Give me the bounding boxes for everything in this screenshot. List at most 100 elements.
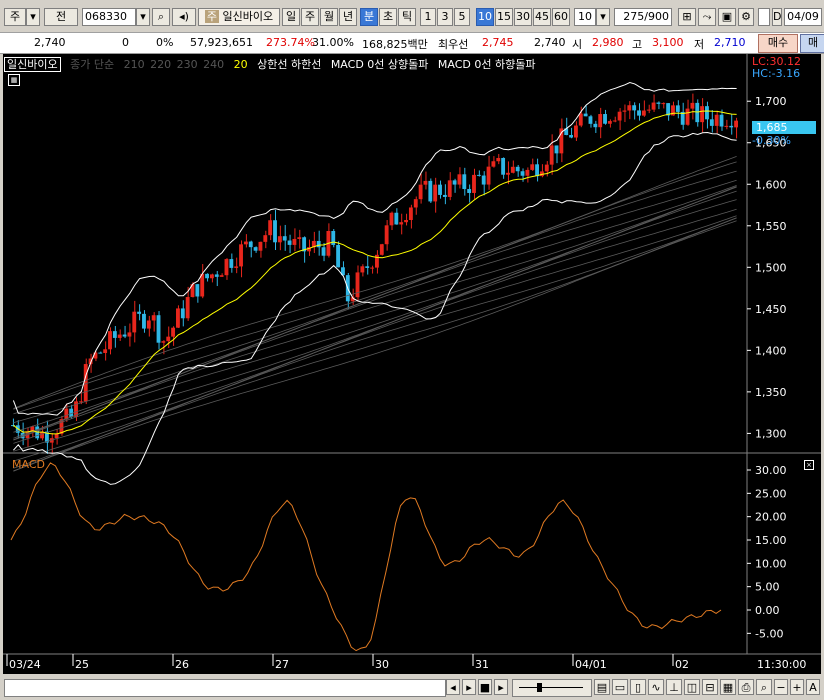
code-dropdown[interactable]: ▾ (136, 8, 150, 26)
prev-button[interactable]: 전 (44, 8, 78, 26)
print-icon[interactable]: ⎙ (738, 679, 754, 695)
macd-close-icon[interactable]: × (804, 460, 814, 470)
layout-icon[interactable]: ▦ (720, 679, 736, 695)
macd-tick-label: 25.00 (755, 487, 787, 500)
candle-body (442, 194, 447, 197)
period-second[interactable]: 초 (379, 8, 397, 26)
candle-body (675, 105, 680, 112)
period-tick[interactable]: 틱 (398, 8, 416, 26)
candle-body (438, 184, 442, 195)
candle-body (481, 175, 486, 185)
code-input[interactable]: 068330 (82, 8, 136, 26)
buy-button[interactable]: 매수 (758, 34, 798, 53)
candle-body (78, 401, 83, 403)
zoom-in-button[interactable]: + (790, 679, 804, 695)
candle-body (277, 236, 282, 243)
candle-body (287, 240, 292, 245)
interval-60[interactable]: 60 (552, 8, 570, 26)
zoom-out-button[interactable]: − (774, 679, 788, 695)
market-dropdown[interactable]: ▾ (26, 8, 40, 26)
macd-tick-label: -5.00 (755, 627, 783, 640)
candle-body (554, 145, 559, 154)
sell-button[interactable]: 매 (800, 34, 824, 53)
candle-body (200, 273, 205, 297)
candle-body (719, 114, 724, 127)
candle-body (583, 113, 588, 117)
gear-icon[interactable]: ⚙ (738, 8, 754, 26)
period-year[interactable]: 년 (339, 8, 357, 26)
interval-45[interactable]: 45 (533, 8, 551, 26)
candle-body (88, 358, 93, 365)
play-button[interactable]: ▸ (462, 679, 476, 695)
candle-icon[interactable]: ▯ (630, 679, 646, 695)
interval-5[interactable]: 5 (454, 8, 470, 26)
search-icon[interactable]: ⌕ (152, 8, 170, 26)
candle-body (365, 266, 370, 268)
period-minute[interactable]: 분 (360, 8, 378, 26)
candle-body (515, 166, 520, 172)
overlay-icon[interactable]: ◫ (684, 679, 700, 695)
market-selector[interactable]: 주 (4, 8, 26, 26)
scroll-track[interactable] (4, 679, 446, 697)
scroll-left-button[interactable]: ◂ (446, 679, 460, 695)
candle-body (273, 220, 277, 243)
split-chart-icon[interactable]: ⊞ (678, 8, 696, 26)
x-tick-label: 30 (375, 658, 389, 671)
candle-body (680, 111, 685, 125)
period-week[interactable]: 주 (301, 8, 319, 26)
candle-body (59, 419, 64, 434)
candle-body (496, 157, 501, 162)
x-tick-label: 27 (275, 658, 289, 671)
grid-icon[interactable]: ▦ (8, 74, 20, 86)
date-checkbox[interactable] (758, 8, 770, 26)
candle-body (637, 110, 641, 116)
price-tick-label: 1,700 (755, 95, 787, 108)
candle-body (573, 125, 578, 138)
table-icon[interactable]: ▤ (594, 679, 610, 695)
stock-name-field[interactable]: 주 일신바이오 (198, 8, 280, 26)
bar-icon[interactable]: ⊥ (666, 679, 682, 695)
candle-body (447, 180, 452, 197)
macd-tick-label: 15.00 (755, 534, 787, 547)
trend-line-icon[interactable]: ⤳ (698, 8, 716, 26)
period-month[interactable]: 월 (320, 8, 338, 26)
legend-stock-name[interactable]: 일신바이오 (4, 57, 61, 72)
quote-high: 3,100 (652, 36, 684, 49)
interval-30[interactable]: 30 (514, 8, 532, 26)
chart-area[interactable]: 1,700 1,650 1,600 1,550 1,500 1,450 1,400 1,350… (3, 54, 821, 674)
candle-body (423, 180, 428, 185)
zoom-icon[interactable]: ⌕ (756, 679, 772, 695)
period-day[interactable]: 일 (282, 8, 300, 26)
candle-body (350, 297, 355, 302)
candle-body (627, 105, 632, 111)
count-field[interactable]: 275/900 (614, 8, 672, 26)
candle-body (510, 166, 515, 173)
quote-best-ask: 2,745 (482, 36, 514, 49)
interval-dropdown[interactable]: ▾ (596, 8, 610, 26)
auto-scale-button[interactable]: A (806, 679, 820, 695)
quote-best-bid: 2,740 (534, 36, 566, 49)
x-tick-label: 04/01 (575, 658, 607, 671)
save-icon[interactable]: ▣ (718, 8, 736, 26)
zoom-slider[interactable] (512, 679, 592, 697)
candle-body (729, 125, 734, 128)
scroll-right-button[interactable]: ▸ (494, 679, 508, 695)
interval-1[interactable]: 1 (420, 8, 436, 26)
candle-body (705, 106, 709, 120)
stop-button[interactable]: ■ (478, 679, 492, 695)
date-field[interactable]: 04/09 (784, 8, 822, 26)
candle-body (408, 207, 413, 220)
candle-body (234, 266, 239, 268)
compare-icon[interactable]: ⊟ (702, 679, 718, 695)
quote-best-ask-label: 최우선 (438, 38, 469, 51)
interval-10[interactable]: 10 (476, 8, 494, 26)
interval-select[interactable]: 10 (574, 8, 596, 26)
x-tick-label: 02 (675, 658, 689, 671)
candle-body (311, 240, 316, 248)
speaker-icon[interactable]: ◂) (172, 8, 196, 26)
quote-low: 2,710 (714, 36, 746, 49)
interval-15[interactable]: 15 (495, 8, 513, 26)
interval-3[interactable]: 3 (437, 8, 453, 26)
window-icon[interactable]: ▭ (612, 679, 628, 695)
line-icon[interactable]: ∿ (648, 679, 664, 695)
